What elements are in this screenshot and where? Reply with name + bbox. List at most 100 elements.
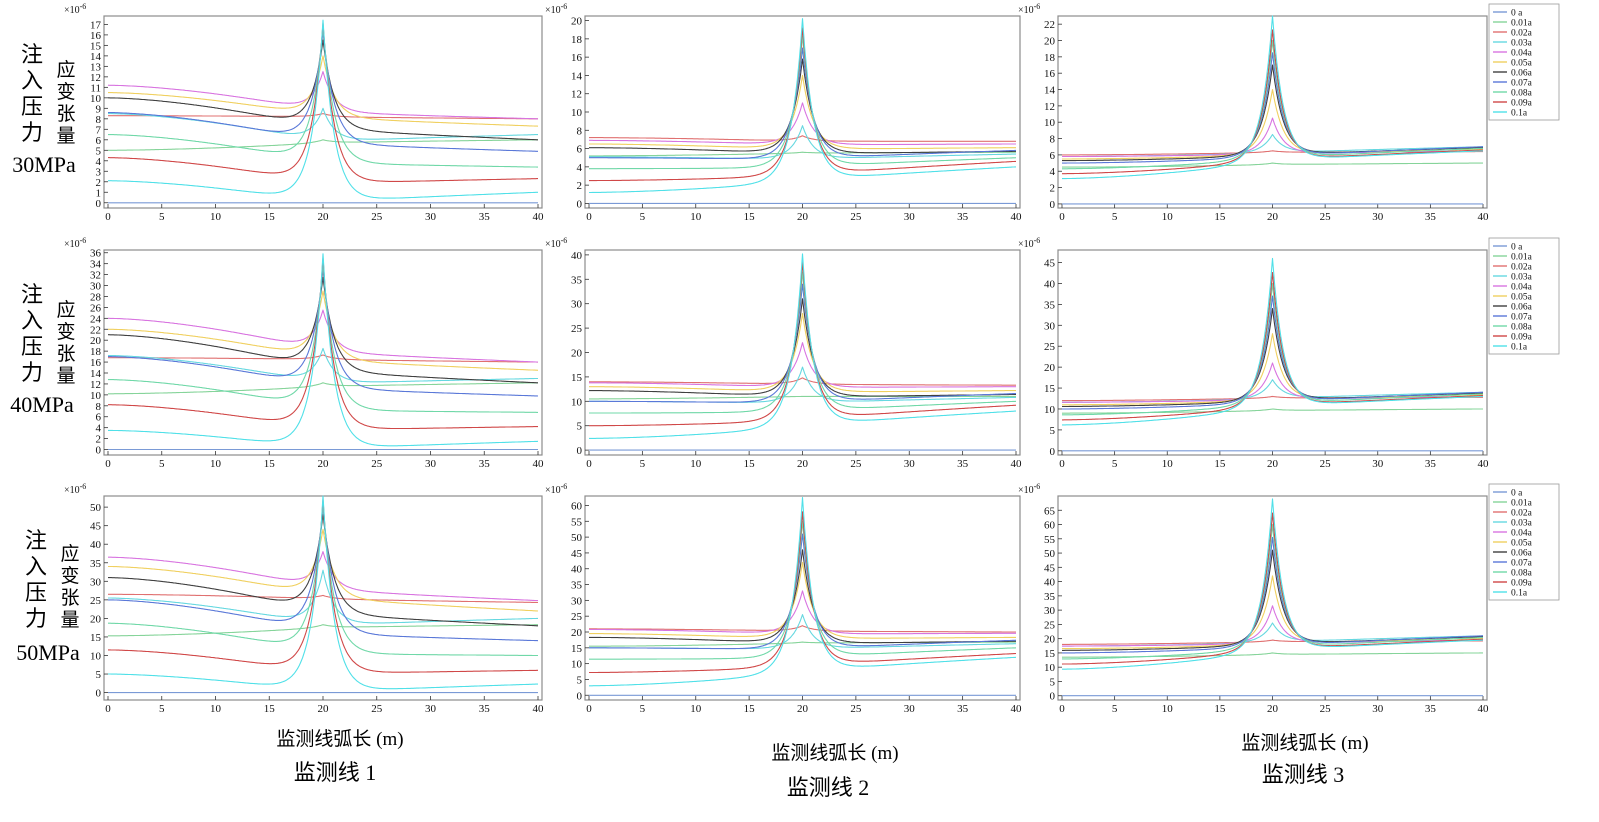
- y-tick-label: 15: [90, 632, 102, 644]
- y-tick-label: 0: [1050, 691, 1056, 703]
- y-exponent-power: -6: [561, 482, 568, 491]
- legend-entry: 0.02a: [1511, 263, 1533, 273]
- x-tick-label: 30: [1372, 703, 1384, 715]
- y-tick-label: 18: [571, 34, 583, 46]
- series-line-0.07a: [1062, 536, 1483, 654]
- y-tick-label: 5: [577, 674, 583, 686]
- x-tick-label: 20: [318, 211, 330, 223]
- x-tick-label: 10: [210, 211, 222, 223]
- series-line-0.04a: [107, 71, 538, 120]
- y-tick-label: 13: [90, 61, 102, 73]
- y-tick-label: 45: [571, 548, 583, 560]
- row-label-char: 注: [25, 528, 47, 553]
- x-axis-label: 监测线弧长 (m): [771, 742, 898, 764]
- y-tick-label: 12: [90, 72, 101, 84]
- legend-entry: 0.01a: [1511, 19, 1533, 29]
- y-tick-label: 30: [90, 576, 102, 588]
- x-tick-label: 40: [533, 211, 545, 223]
- y-tick-label: 15: [1044, 648, 1056, 660]
- x-tick-label: 35: [479, 703, 491, 715]
- y-tick-label: 10: [90, 390, 102, 402]
- x-tick-label: 0: [586, 458, 592, 470]
- y-axis-label-char: 张: [56, 103, 75, 125]
- y-axis-label-char: 变: [56, 321, 75, 343]
- y-tick-label: 22: [1044, 19, 1055, 31]
- series-line-0.07a: [1062, 52, 1484, 164]
- y-exponent-label: ×10-6: [545, 2, 567, 16]
- legend-entry: 0.08a: [1511, 323, 1533, 333]
- plot-area: [584, 15, 1021, 209]
- x-tick-label: 5: [640, 211, 646, 223]
- x-tick-label: 35: [957, 703, 969, 715]
- y-tick-label: 25: [1044, 619, 1056, 631]
- series-line-0.1a: [108, 19, 538, 199]
- x-tick-label: 30: [425, 211, 437, 223]
- x-tick-label: 0: [586, 211, 592, 223]
- y-tick-label: 50: [571, 532, 583, 544]
- x-tick-label: 0: [105, 211, 111, 223]
- plot-area: [103, 249, 543, 456]
- x-axis-label: 监测线弧长 (m): [1241, 732, 1368, 754]
- y-tick-label: 8: [1050, 134, 1056, 146]
- x-tick-label: 10: [210, 703, 222, 715]
- x-tick-label: 25: [850, 458, 862, 470]
- y-tick-label: 30: [571, 595, 583, 607]
- y-tick-label: 50: [1044, 548, 1056, 560]
- legend-entry: 0.07a: [1511, 79, 1533, 89]
- x-tick-label: 40: [1011, 458, 1023, 470]
- y-tick-label: 0: [96, 688, 102, 700]
- y-tick-label: 8: [96, 401, 102, 413]
- x-tick-label: 25: [1320, 458, 1332, 470]
- series-line-0.06a: [108, 513, 538, 627]
- legend-entry: 0.03a: [1511, 39, 1533, 49]
- series-line-0.02a: [108, 593, 539, 604]
- y-tick-label: 10: [90, 650, 102, 662]
- y-tick-label: 0: [577, 198, 583, 210]
- y-exponent-label: ×10-6: [1018, 482, 1040, 496]
- row-label-char: 入: [25, 554, 47, 579]
- series-line-0.08a: [1062, 282, 1484, 416]
- y-tick-label: 16: [571, 52, 583, 64]
- legend-entry: 0.09a: [1511, 99, 1533, 109]
- legend-entry: 0.06a: [1511, 549, 1533, 559]
- y-tick-label: 40: [90, 539, 102, 551]
- y-tick-label: 3: [96, 166, 102, 178]
- x-tick-label: 30: [425, 458, 437, 470]
- y-axis-label-char: 应: [56, 59, 75, 81]
- series-line-0.02a: [108, 354, 538, 363]
- y-axis-label-char: 量: [56, 126, 75, 147]
- y-tick-label: 16: [1044, 68, 1056, 80]
- y-tick-label: 20: [571, 348, 583, 360]
- x-tick-label: 10: [1162, 458, 1174, 470]
- row-label-char: 压: [25, 580, 47, 605]
- x-tick-label: 15: [264, 211, 276, 223]
- y-exponent-label: ×10-6: [545, 236, 567, 250]
- y-tick-label: 15: [571, 372, 583, 384]
- series-line-0.1a: [589, 253, 1016, 439]
- y-tick-label: 8: [577, 125, 583, 137]
- legend-entry: 0.03a: [1511, 273, 1533, 283]
- series-line-0.1a: [1062, 15, 1484, 180]
- legend-entry: 0.03a: [1511, 519, 1533, 529]
- y-tick-label: 12: [1044, 101, 1055, 113]
- x-tick-label: 30: [904, 703, 916, 715]
- y-exponent-power: -6: [561, 236, 568, 245]
- y-tick-label: 25: [1044, 341, 1056, 353]
- y-tick-label: 10: [1044, 404, 1056, 416]
- x-tick-label: 20: [1267, 703, 1279, 715]
- x-tick-label: 5: [1112, 458, 1118, 470]
- legend-entry: 0.08a: [1511, 89, 1533, 99]
- y-tick-label: 15: [571, 643, 583, 655]
- y-tick-label: 25: [90, 595, 102, 607]
- y-tick-label: 8: [96, 114, 102, 126]
- row-label-char: 压: [21, 334, 43, 359]
- y-tick-label: 18: [1044, 52, 1056, 64]
- y-tick-label: 45: [1044, 258, 1056, 270]
- x-tick-label: 5: [1112, 211, 1118, 223]
- x-tick-label: 15: [1214, 458, 1226, 470]
- y-tick-label: 40: [571, 564, 583, 576]
- y-exponent-label: ×10-6: [64, 482, 86, 496]
- x-tick-label: 5: [640, 458, 646, 470]
